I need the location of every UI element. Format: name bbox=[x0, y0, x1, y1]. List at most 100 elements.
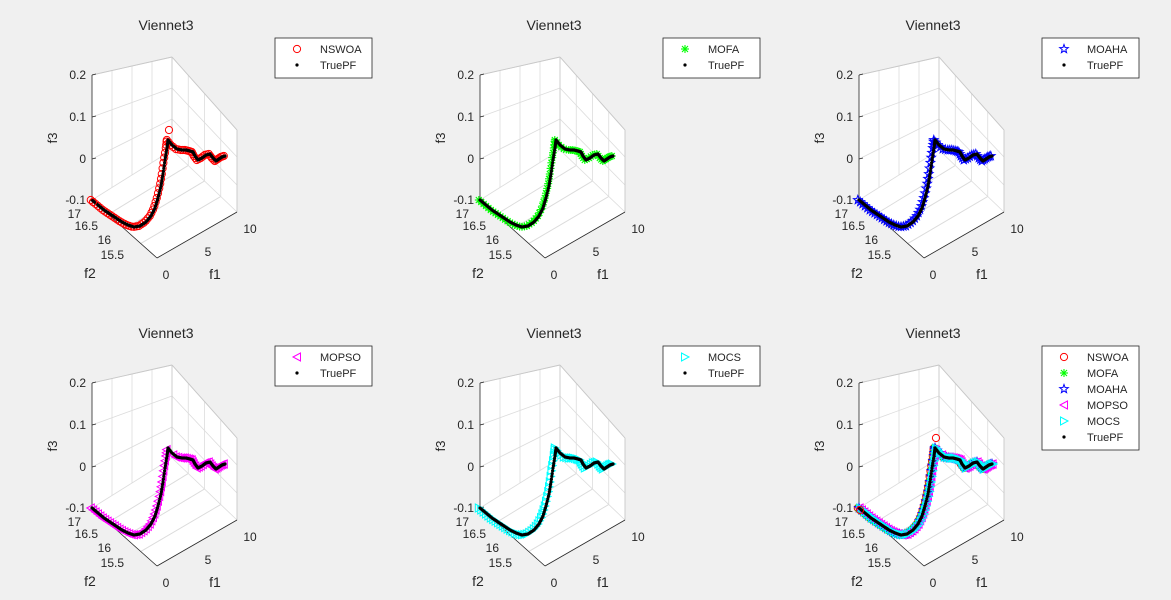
edge-top-right bbox=[559, 364, 626, 439]
legend-label-nswoa: NSWOA bbox=[1087, 352, 1129, 364]
z-tick-label: -0.1 bbox=[453, 501, 474, 515]
z-tick-label: 0 bbox=[79, 460, 86, 474]
legend-marker-mofa bbox=[681, 45, 689, 53]
grid-floor-b bbox=[891, 488, 972, 538]
f2-tick-label: 17 bbox=[456, 207, 470, 221]
z-tick bbox=[91, 157, 97, 160]
point-truepf bbox=[930, 469, 934, 473]
legend-box bbox=[274, 37, 373, 79]
box-edges bbox=[858, 56, 1005, 212]
point-truepf bbox=[548, 487, 552, 491]
z-tick bbox=[858, 157, 864, 160]
point-truepf bbox=[545, 194, 549, 198]
f1-axis bbox=[544, 519, 626, 567]
point-truepf bbox=[157, 502, 161, 506]
point-truepf bbox=[157, 499, 161, 503]
series-truepf bbox=[478, 446, 615, 537]
point-truepf bbox=[223, 154, 227, 158]
point-truepf bbox=[548, 179, 552, 183]
box-edges bbox=[858, 364, 1005, 520]
point-truepf bbox=[546, 189, 550, 193]
point-truepf bbox=[161, 477, 165, 481]
floor bbox=[92, 458, 237, 566]
z-axis-label: f3 bbox=[433, 133, 448, 144]
z-tick-label: -0.1 bbox=[65, 501, 86, 515]
z-tick-label: -0.1 bbox=[65, 193, 86, 207]
point-truepf bbox=[551, 469, 555, 473]
legend-marker-nswoa bbox=[292, 44, 302, 54]
point-mocs bbox=[562, 452, 572, 463]
f2-tick-label: 17 bbox=[835, 515, 849, 529]
f1-axis-label: f1 bbox=[209, 574, 221, 590]
point-truepf bbox=[925, 494, 929, 498]
edge-top-left bbox=[91, 364, 173, 384]
z-axis-label: f3 bbox=[812, 133, 827, 144]
legend-marker-mopso bbox=[291, 352, 301, 362]
f2-tick-label: 15.5 bbox=[489, 556, 513, 570]
point-moaha bbox=[970, 148, 982, 159]
point-truepf bbox=[927, 487, 931, 491]
f2-tick-label: 17 bbox=[456, 515, 470, 529]
point-truepf bbox=[161, 480, 165, 484]
f2-tick-label: 16.5 bbox=[75, 219, 99, 233]
f1-axis-label: f1 bbox=[209, 266, 221, 282]
point-truepf bbox=[611, 154, 615, 158]
z-tick-label: -0.1 bbox=[832, 501, 853, 515]
point-truepf bbox=[923, 196, 927, 200]
f1-axis bbox=[544, 211, 626, 259]
f2-tick-label: 17 bbox=[68, 515, 82, 529]
point-truepf bbox=[928, 482, 932, 486]
legend-label-moaha: MOAHA bbox=[1087, 384, 1128, 396]
edge-top-left bbox=[858, 56, 940, 76]
f1-tick-label: 5 bbox=[972, 553, 979, 567]
axes bbox=[479, 381, 626, 567]
point-truepf bbox=[550, 474, 554, 478]
legend-label-mopso: MOPSO bbox=[320, 352, 361, 364]
point-truepf bbox=[162, 472, 166, 476]
point-truepf bbox=[156, 504, 160, 508]
grid-floor-b bbox=[496, 165, 577, 215]
legend-marker-mofa bbox=[1060, 369, 1068, 377]
point-truepf bbox=[159, 490, 163, 494]
legend-label-truepf: TruePF bbox=[320, 60, 357, 72]
point-truepf bbox=[546, 497, 550, 501]
z-tick-label: 0.2 bbox=[836, 376, 853, 390]
z-tick bbox=[479, 157, 485, 160]
point-truepf bbox=[547, 182, 551, 186]
z-tick-label: 0.2 bbox=[457, 376, 474, 390]
point-truepf bbox=[545, 191, 549, 195]
data-layer bbox=[474, 136, 616, 231]
point-truepf bbox=[546, 186, 550, 190]
f1-axis bbox=[156, 211, 238, 259]
point-truepf bbox=[160, 485, 164, 489]
point-truepf bbox=[929, 472, 933, 476]
f1-tick-label: 0 bbox=[163, 268, 170, 282]
point-truepf bbox=[927, 485, 931, 489]
point-truepf bbox=[551, 156, 555, 160]
z-tick-label: 0.2 bbox=[836, 68, 853, 82]
f1-tick-label: 10 bbox=[631, 222, 645, 236]
point-truepf bbox=[928, 477, 932, 481]
legend-label-truepf: TruePF bbox=[320, 368, 357, 380]
f1-axis bbox=[923, 211, 1005, 259]
f2-tick-label: 16.5 bbox=[463, 219, 487, 233]
z-tick-label: 0 bbox=[846, 152, 853, 166]
point-moaha bbox=[954, 148, 966, 159]
point-mocs bbox=[515, 529, 525, 540]
point-truepf bbox=[158, 497, 162, 501]
f1-tick-label: 10 bbox=[243, 222, 257, 236]
point-truepf bbox=[552, 461, 556, 465]
legend: MOPSO TruePF bbox=[274, 345, 373, 387]
grid-floor-b bbox=[512, 180, 593, 230]
f2-tick-label: 16 bbox=[865, 233, 879, 247]
point-truepf bbox=[544, 196, 548, 200]
grid-floor-a bbox=[140, 196, 221, 244]
f2-tick-label: 16 bbox=[98, 541, 112, 555]
f2-axis-label: f2 bbox=[851, 573, 863, 589]
legend-marker-truepf bbox=[295, 371, 299, 375]
point-truepf bbox=[926, 490, 930, 494]
point-truepf bbox=[162, 164, 166, 168]
